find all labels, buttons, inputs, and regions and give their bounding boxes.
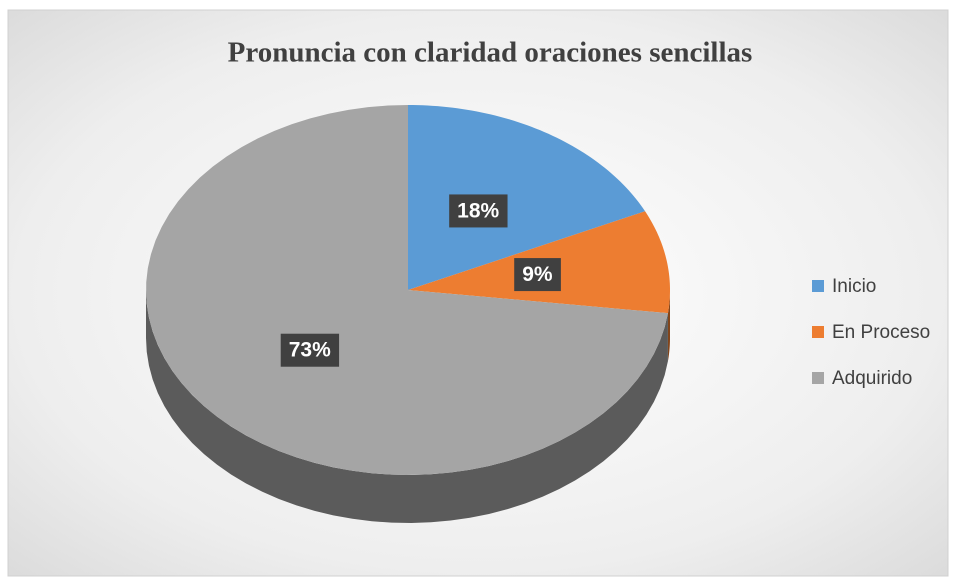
slice — [146, 105, 668, 475]
slice-side — [146, 290, 668, 523]
value-label: 9% — [522, 263, 553, 286]
legend-text: Inicio — [832, 276, 876, 297]
chart-title: Pronuncia con claridad oraciones sencill… — [228, 37, 753, 69]
value-label-box — [449, 194, 508, 228]
value-label: 73% — [289, 339, 331, 362]
slice-side — [667, 290, 670, 362]
value-label-box — [514, 258, 561, 292]
slice — [408, 105, 646, 290]
legend-swatch — [812, 326, 824, 338]
value-label-box — [280, 333, 340, 367]
legend-swatch — [812, 280, 824, 292]
value-label: 18% — [457, 199, 499, 222]
legend-text: En Proceso — [832, 322, 930, 343]
legend-swatch — [812, 372, 824, 384]
legend-text: Adquirido — [832, 368, 912, 389]
